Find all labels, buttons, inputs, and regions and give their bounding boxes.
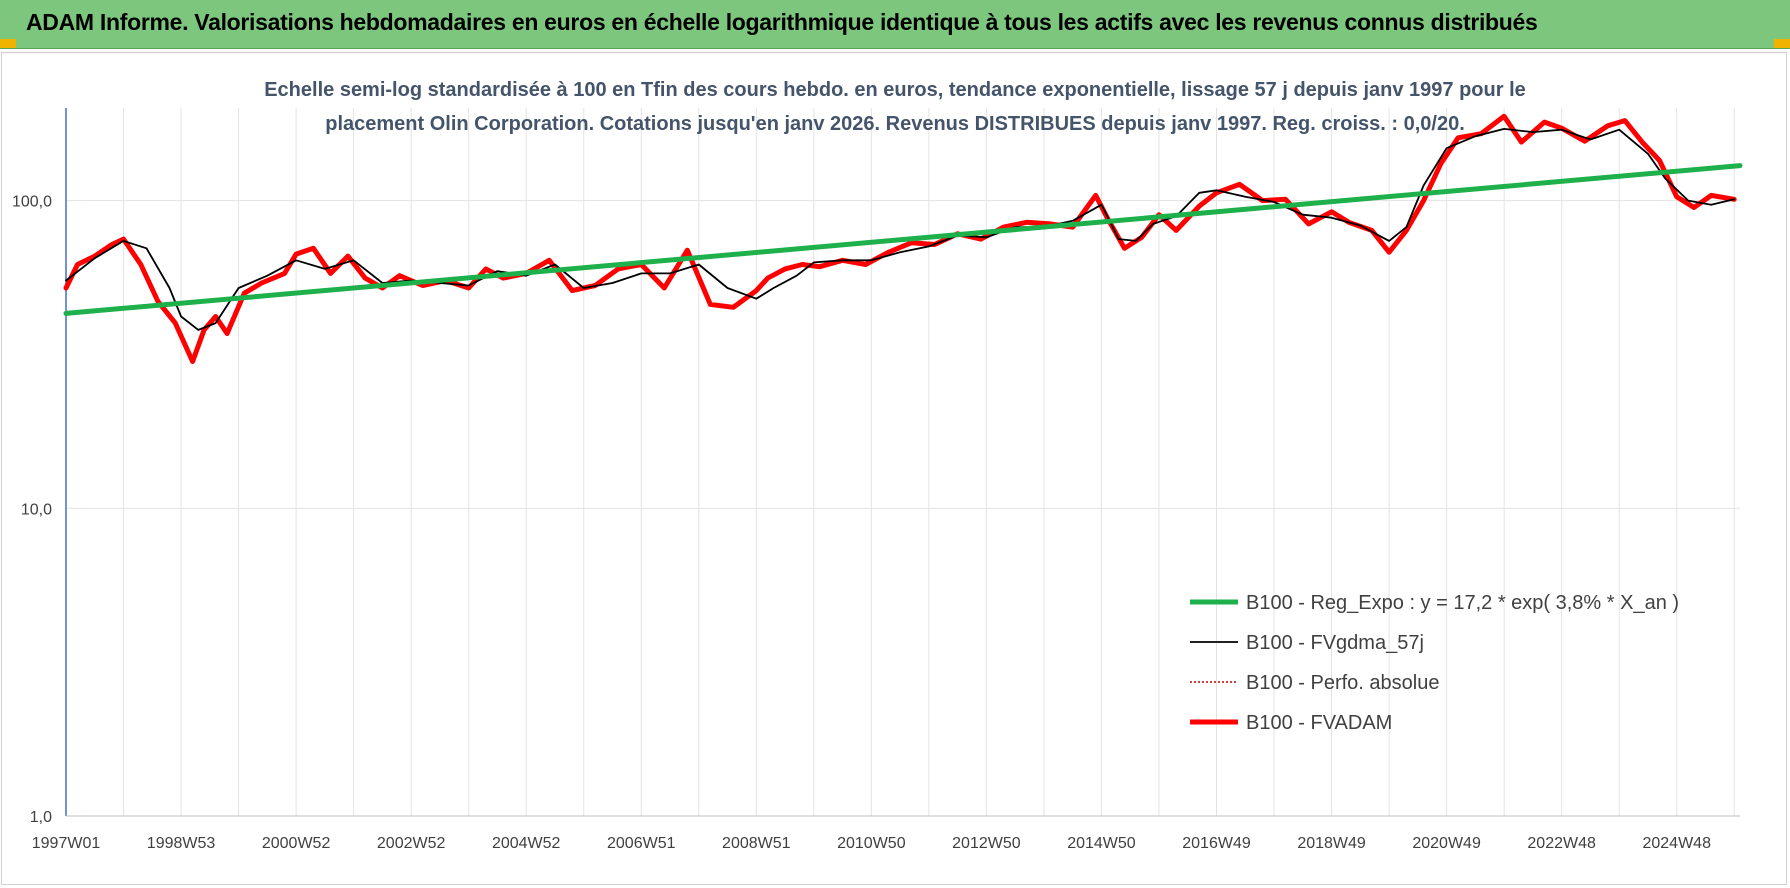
x-tick-label: 2008W51 (722, 835, 791, 852)
x-tick-label: 2006W51 (607, 835, 676, 852)
x-tick-label: 2014W50 (1067, 835, 1136, 852)
y-tick-label: 1,0 (30, 809, 52, 826)
subtitle-line-1: Echelle semi-log standardisée à 100 en T… (264, 79, 1526, 101)
legend-label-1: B100 - FVgdma_57j (1246, 632, 1424, 654)
report-banner: ADAM Informe. Valorisations hebdomadaire… (0, 0, 1790, 49)
legend-label-2: B100 - Perfo. absolue (1246, 672, 1439, 694)
y-tick-labels: 1,0 10,0 100,0 (12, 194, 52, 826)
x-tick-label: 2000W52 (262, 835, 331, 852)
report-title: ADAM Informe. Valorisations hebdomadaire… (26, 9, 1538, 35)
axes (65, 108, 1740, 817)
y-tick-label: 100,0 (12, 194, 52, 211)
x-tick-label: 2022W48 (1527, 835, 1596, 852)
corner-marker-left (0, 39, 16, 48)
chart-frame (1, 52, 1787, 885)
x-tick-label: 2020W49 (1412, 835, 1481, 852)
x-tick-label: 2012W50 (952, 835, 1021, 852)
subtitle-line-2: placement Olin Corporation. Cotations ju… (325, 113, 1465, 135)
legend-label-3: B100 - FVADAM (1246, 712, 1392, 734)
x-tick-label: 2010W50 (837, 835, 906, 852)
series-line-1 (65, 127, 1736, 331)
x-tick-label: 1998W53 (147, 835, 216, 852)
x-tick-label: 1997W01 (32, 835, 101, 852)
series-lines (63, 113, 1743, 364)
legend: B100 - Reg_Expo : y = 17,2 * exp( 3,8% *… (1190, 592, 1679, 734)
y-tick-label: 10,0 (21, 501, 52, 518)
legend-label-0: B100 - Reg_Expo : y = 17,2 * exp( 3,8% *… (1246, 592, 1679, 614)
x-tick-label: 2018W49 (1297, 835, 1366, 852)
series-line-0 (63, 163, 1743, 316)
x-tick-labels: 1997W01 1998W53 2000W52 2002W52 2004W52 2006W… (32, 835, 1711, 852)
chart-subtitle: Echelle semi-log standardisée à 100 en T… (264, 79, 1526, 135)
x-tick-label: 2004W52 (492, 835, 561, 852)
x-tick-label: 2024W48 (1642, 835, 1711, 852)
x-tick-label: 2002W52 (377, 835, 446, 852)
x-tick-label: 2016W49 (1182, 835, 1251, 852)
grid-lines (65, 108, 1740, 817)
corner-marker-right (1774, 39, 1790, 48)
